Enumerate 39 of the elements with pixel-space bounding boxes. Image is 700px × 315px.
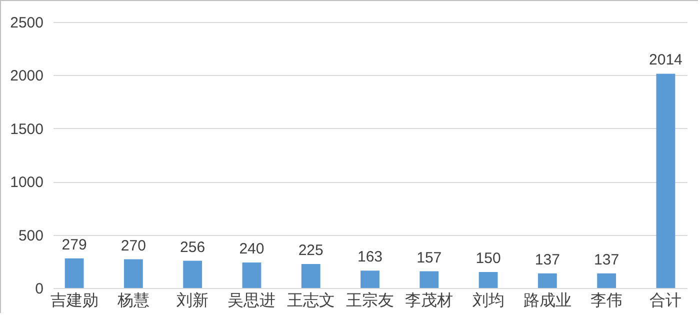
x-tick-label: 李伟 [590, 292, 623, 310]
bar [538, 273, 557, 288]
y-tick-label: 2000 [10, 68, 44, 85]
bar [64, 258, 84, 288]
data-label: 137 [534, 251, 560, 268]
x-tick-label: 路成业 [523, 292, 572, 310]
data-label: 240 [239, 240, 264, 258]
x-tick-label: 吉建勋 [50, 292, 98, 310]
x-tick-label: 合计 [650, 292, 682, 310]
bar [183, 260, 202, 288]
y-tick-label: 500 [18, 227, 44, 244]
data-label: 225 [298, 242, 324, 260]
x-tick-label: 王宗友 [346, 292, 394, 310]
bar [360, 270, 380, 288]
bar [124, 259, 143, 288]
x-tick-label: 李茂材 [405, 292, 454, 310]
data-label: 279 [62, 236, 87, 254]
bar [597, 273, 616, 288]
data-label: 256 [180, 238, 206, 256]
x-tick-label: 刘新 [176, 292, 209, 310]
data-label: 157 [416, 249, 442, 266]
x-tick-label: 王志文 [286, 292, 335, 310]
bar [301, 264, 320, 288]
data-label: 150 [476, 250, 501, 268]
y-tick-label: 1000 [10, 174, 44, 192]
bar [478, 272, 498, 288]
y-tick-label: 2500 [10, 14, 44, 32]
data-label: 163 [357, 248, 383, 266]
data-label: 137 [594, 251, 620, 268]
y-tick-label: 0 [35, 280, 44, 298]
data-label: 2014 [649, 52, 682, 69]
y-tick-label: 1500 [10, 120, 44, 138]
x-tick-label: 吴思进 [228, 292, 276, 310]
x-tick-label: 刘均 [472, 292, 504, 310]
bar [420, 271, 439, 288]
x-tick-label: 杨慧 [116, 292, 150, 310]
bar [242, 262, 262, 288]
bar [656, 74, 676, 288]
data-label: 270 [120, 237, 146, 254]
